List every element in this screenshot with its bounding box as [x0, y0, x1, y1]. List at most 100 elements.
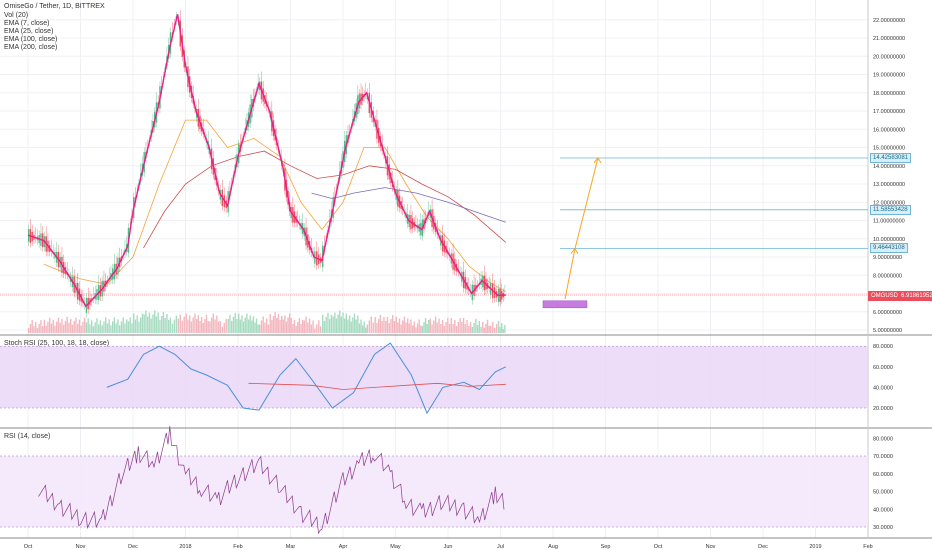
price-tick-label: 20.00000000: [873, 54, 905, 60]
volume-bar: [305, 316, 307, 333]
volume-bar: [162, 312, 165, 333]
volume-bar: [410, 319, 412, 333]
volume-bar: [59, 322, 61, 333]
volume-bar: [52, 319, 54, 333]
volume-bar: [340, 316, 343, 333]
volume-bar: [464, 324, 467, 333]
volume-bar: [392, 315, 394, 333]
volume-bar: [301, 320, 304, 333]
volume-bar: [436, 322, 439, 333]
volume-bar: [113, 317, 116, 333]
volume-bar: [406, 318, 409, 333]
volume-bar: [468, 326, 470, 333]
volume-bar: [106, 323, 109, 333]
indicator-legend-item: EMA (100, close): [4, 36, 58, 43]
volume-bar: [486, 319, 489, 333]
volume-bar: [252, 316, 255, 333]
volume-bar: [57, 317, 60, 333]
indicator-legend-item: Vol (20): [4, 12, 29, 19]
volume-bar: [42, 326, 44, 333]
volume-bar: [266, 318, 268, 333]
volume-bar: [386, 317, 389, 333]
time-tick-label: Apr: [339, 544, 348, 550]
volume-bar: [295, 326, 297, 333]
volume-bar: [342, 312, 344, 333]
volume-bar: [85, 322, 88, 333]
volume-bar: [408, 323, 411, 333]
volume-bar: [416, 323, 419, 333]
volume-bar: [271, 320, 273, 333]
volume-bar: [143, 314, 145, 333]
volume-bar: [379, 315, 382, 333]
volume-bar: [378, 319, 380, 333]
volume-bar: [325, 316, 327, 333]
volume-bar: [280, 316, 283, 333]
time-tick-label: Nov: [76, 544, 86, 550]
volume-bar: [504, 324, 506, 333]
volume-bar: [194, 313, 196, 333]
volume-bar: [360, 319, 362, 333]
volume-bar: [267, 324, 270, 333]
volume-bar: [173, 319, 176, 333]
volume-bar: [36, 328, 39, 333]
volume-bar: [239, 319, 242, 333]
time-tick-label: May: [390, 544, 401, 550]
volume-bar: [428, 320, 430, 333]
volume-bar: [91, 320, 93, 333]
volume-bar: [314, 328, 316, 333]
volume-bar: [80, 325, 82, 333]
price-series: [27, 10, 506, 318]
price-tick-label: 6.00000000: [873, 310, 902, 316]
stoch-rsi-pane: 20.0000 40.0000 60.0000 80.0000: [0, 342, 893, 415]
rsi-tick-label: 60.0000: [873, 472, 893, 478]
price-tick-label: 11.00000000: [873, 219, 905, 225]
volume-bar: [332, 316, 334, 333]
time-tick-label: Nov: [706, 544, 716, 550]
time-tick-label: Oct: [654, 544, 663, 550]
price-tick-label: 15.00000000: [873, 146, 905, 152]
volume-bar: [50, 323, 53, 333]
volume-bar: [147, 316, 149, 333]
volume-bar: [316, 324, 318, 333]
volume-bar: [192, 317, 194, 333]
volume-bar: [357, 315, 359, 333]
volume-bar: [238, 313, 240, 333]
target1-tag: 9.46443108: [870, 243, 908, 253]
volume-bar: [94, 322, 96, 333]
volume-bar: [84, 317, 86, 333]
volume-bar: [418, 319, 420, 333]
time-tick-label: Feb: [863, 544, 872, 550]
volume-bar: [448, 324, 451, 333]
ema100-line: [143, 150, 507, 249]
price-tick-label: 8.00000000: [873, 273, 902, 279]
volume-bar: [420, 325, 422, 333]
volume-bar: [352, 317, 354, 333]
volume-bar: [480, 326, 482, 333]
volume-bar: [54, 325, 56, 333]
volume-bar: [75, 317, 77, 333]
volume-bar: [361, 325, 364, 333]
volume-bar: [405, 322, 407, 333]
volume-bar: [292, 324, 294, 333]
stoch-band: [0, 346, 868, 408]
volume-bar: [320, 326, 322, 333]
volume-bar: [108, 319, 110, 333]
volume-bar: [455, 326, 458, 333]
price-tick-label: 13.00000000: [873, 182, 905, 188]
volume-bar: [148, 312, 151, 333]
volume-bar: [225, 318, 227, 333]
volume-bar: [49, 317, 51, 333]
volume-bar: [140, 317, 142, 333]
volume-bar: [434, 316, 437, 333]
volume-bar: [441, 320, 444, 333]
volume-bar: [459, 318, 461, 333]
volume-bar: [236, 318, 238, 333]
volume-bar: [490, 325, 492, 333]
volume-bar: [335, 318, 338, 333]
volume-bar: [345, 313, 348, 333]
volume-bar: [323, 320, 326, 333]
volume-bar: [29, 324, 32, 333]
volume-bar: [355, 319, 357, 333]
volume-bar: [398, 318, 401, 333]
